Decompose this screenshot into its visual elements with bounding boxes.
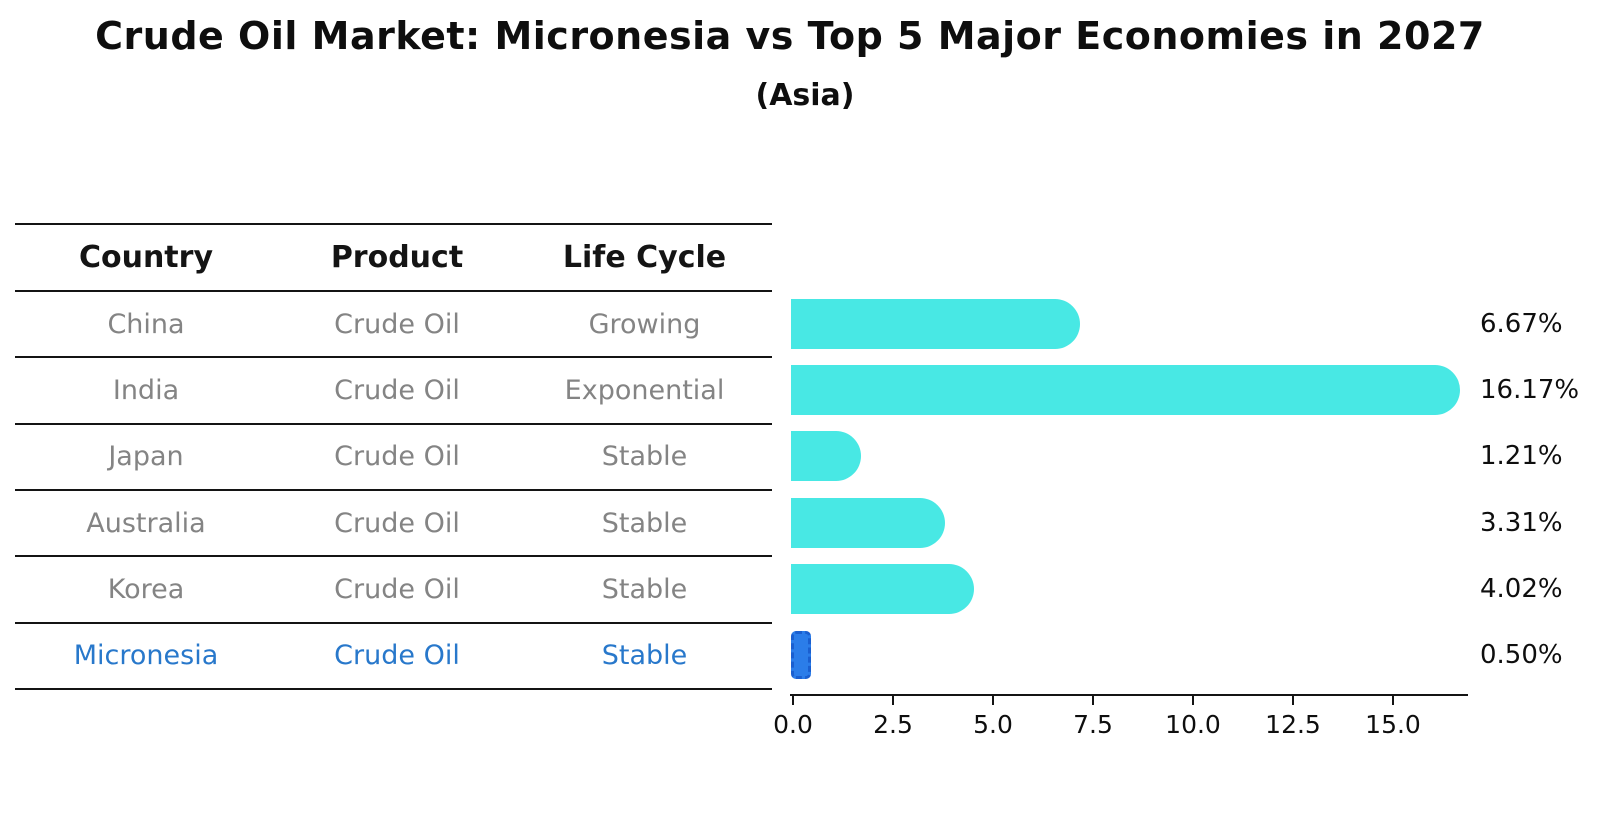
cell-lifecycle: Stable [601,441,688,473]
cell-lifecycle: Growing [588,308,701,340]
x-axis-tick-label: 5.0 [973,710,1013,739]
table-row: Japan Crude Oil Stable [15,425,772,491]
x-axis-tick [892,696,894,705]
table-row-micronesia: Micronesia Crude Oil Stable [15,624,772,690]
bar-china [791,299,1080,349]
x-axis-tick [992,696,994,705]
table-row: Korea Crude Oil Stable [15,557,772,624]
bar-micronesia [791,631,811,679]
value-label: 16.17% [1480,375,1580,406]
x-axis-tick [1092,696,1094,705]
value-label: 4.02% [1480,573,1563,604]
header-cell-product: Product [330,240,464,275]
x-axis-tick [1392,696,1394,705]
table-row: China Crude Oil Growing [15,292,772,359]
x-axis-tick-label: 12.5 [1265,710,1321,739]
cell-lifecycle: Exponential [564,374,725,406]
bar-australia [791,497,946,548]
bar-korea [791,563,974,614]
x-axis-tick-label: 2.5 [873,710,913,739]
cell-country: China [107,308,185,340]
x-axis-tick [1292,696,1294,705]
x-axis-tick [1192,696,1194,705]
data-table: Country Product Life Cycle China Crude O… [15,223,772,690]
cell-product: Crude Oil [334,507,460,539]
cell-country: India [112,374,180,406]
value-label: 3.31% [1480,507,1563,538]
table-row: Australia Crude Oil Stable [15,491,772,558]
value-label: 6.67% [1480,309,1563,339]
cell-product: Crude Oil [334,374,460,406]
x-axis-tick-label: 10.0 [1165,710,1221,739]
cell-lifecycle: Stable [601,507,688,539]
header-cell-country: Country [78,240,214,275]
bar-india [791,365,1460,416]
page-subtitle: (Asia) [755,78,855,113]
cell-country: Australia [86,507,206,539]
page-title: Crude Oil Market: Micronesia vs Top 5 Ma… [95,14,1485,58]
cell-country: Micronesia [73,640,219,672]
table-row: India Crude Oil Exponential [15,358,772,425]
x-axis-tick-label: 15.0 [1365,710,1421,739]
cell-product: Crude Oil [334,640,460,672]
value-label: 0.50% [1480,640,1563,670]
cell-product: Crude Oil [334,573,460,605]
cell-country: Korea [107,573,185,605]
cell-country: Japan [108,441,184,473]
cell-lifecycle: Stable [601,640,688,672]
table-header-row: Country Product Life Cycle [15,225,772,292]
cell-product: Crude Oil [334,441,460,473]
value-label: 1.21% [1480,441,1563,472]
cell-product: Crude Oil [334,308,460,340]
x-axis-tick-label: 0.0 [773,710,813,739]
x-axis-line [790,694,1468,696]
x-axis-tick-label: 7.5 [1073,710,1113,739]
x-axis-tick [792,696,794,705]
cell-lifecycle: Stable [601,573,688,605]
bar-japan [791,431,862,482]
header-cell-lifecycle: Life Cycle [562,240,727,275]
